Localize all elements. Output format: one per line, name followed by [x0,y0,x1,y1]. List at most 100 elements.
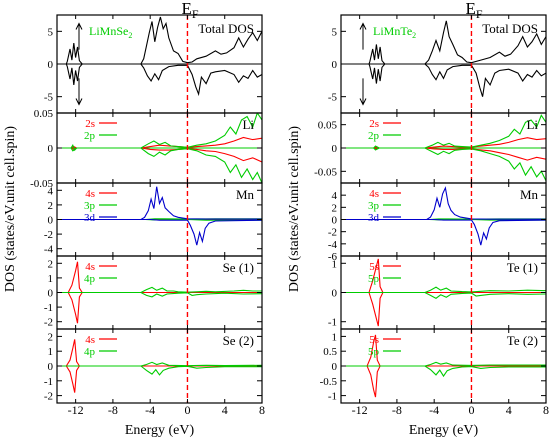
legend-entry-5s: 5s [369,334,379,346]
curve-4p-down [57,365,262,376]
spin-down-arrow-head [359,98,367,106]
curve-3d-down [57,218,262,246]
y-tick-label: 0 [48,59,54,71]
curve-4s-down [57,291,262,324]
panel-total-dos: 5 0 -5 Total DOS LiMnTe2 [328,14,547,114]
y-tick-label: -4 [328,239,338,251]
curves [341,186,546,246]
x-tick-label: -8 [108,403,118,417]
legend-entry-3p: 3p [368,200,380,212]
panel-label: Li [242,117,254,132]
curve-4s-up [57,261,262,294]
y-tick-label: -2 [44,317,53,329]
fermi-label: EF [465,0,482,21]
curve-3d-up [341,186,546,221]
legend-entry-3d: 3d [84,212,96,224]
compound-label-sub: 2 [128,31,132,40]
curves [341,334,546,398]
y-tick-label: 0.05 [318,120,338,132]
x-tick-label: -4 [145,403,155,417]
panel-label: Se (1) [223,260,254,275]
fermi-label-sub: F [192,7,199,21]
curve-5s-up [341,334,546,367]
legend-entry-4s: 4s [85,188,95,200]
panel-label: Se (2) [223,333,254,348]
legend-entry-5p: 5p [368,346,380,358]
curve-total-down [341,63,546,97]
y-tick-label: -2 [328,227,337,239]
curve-total-down [57,63,262,97]
legend-entry-3p: 3p [84,200,96,212]
y-tick-label: 2 [48,331,54,343]
panel-label: Li [526,117,538,132]
curve-2p-down [341,147,546,181]
y-tick-label: -5 [328,92,338,104]
x-tick-label: 0 [468,403,474,417]
compound-label-main: LiMnTe [373,24,412,38]
legend-entry-4s: 4s [85,334,95,346]
y-tick-label: 0 [332,59,338,71]
curves [57,339,262,393]
panel-label: Mn [236,187,255,202]
compound-label: LiMnSe2 [89,24,132,40]
panel-label: Te (2) [507,333,538,348]
y-tick-label: -5 [44,92,54,104]
compound-label-sub: 2 [412,31,416,40]
y-tick-label: -2 [44,391,53,403]
y-tick-label: 0 [332,361,338,373]
curves [57,261,262,324]
y-tick-label: -4 [44,244,54,256]
fermi-label-main: E [181,0,191,18]
legend-entry-4s: 4s [85,261,95,273]
x-tick-label: 8 [543,403,549,417]
curves [341,20,546,97]
x-tick-label: 4 [506,403,512,417]
x-tick-label: -12 [352,403,368,417]
legend-entry-4p: 4p [84,273,96,285]
fermi-label: EF [181,0,198,21]
y-axis-label: DOS (states/eV.unit cell.spin) [287,126,302,293]
legend-entry-5s: 5s [369,261,379,273]
curve-total-up [57,16,262,65]
curve-5s-down [341,291,546,327]
x-tick-label: 0 [184,403,190,417]
y-tick-label: 2 [48,200,54,212]
x-axis-label: Energy (eV) [125,423,195,438]
panel-label: Te (1) [507,260,538,275]
curve-total-up [341,20,546,65]
y-tick-label: -1 [44,302,53,314]
y-tick-label: 0 [48,143,54,155]
curve-3d-up [57,186,262,221]
legend-entry-2s: 2s [369,118,379,130]
y-tick-label: 4 [332,190,338,202]
legend-entry-4s: 4s [369,188,379,200]
curve-3d-down [341,218,546,246]
compound-label: LiMnTe2 [373,24,416,40]
curve-4s-down [57,365,262,393]
spin-up-arrow-head [359,22,367,30]
y-tick-label: 0 [48,361,54,373]
y-tick-label: 0 [48,288,54,300]
x-tick-label: 4 [222,403,228,417]
panel-label: Total DOS [482,21,538,36]
legend-entry-4p: 4p [84,346,96,358]
y-tick-label: 5 [48,26,54,38]
curve-5p-up [341,286,546,294]
curve-4p-down [57,291,262,298]
legend-entry-5p: 5p [368,273,380,285]
curve-5s-down [341,365,546,398]
y-tick-label: 4 [48,185,54,197]
curves [57,16,262,97]
spin-down-arrow-head [75,98,83,106]
x-tick-label: -12 [68,403,84,417]
y-tick-label: 1 [48,273,54,285]
y-tick-label: 2 [332,202,338,214]
curve-2s-down [341,147,546,161]
